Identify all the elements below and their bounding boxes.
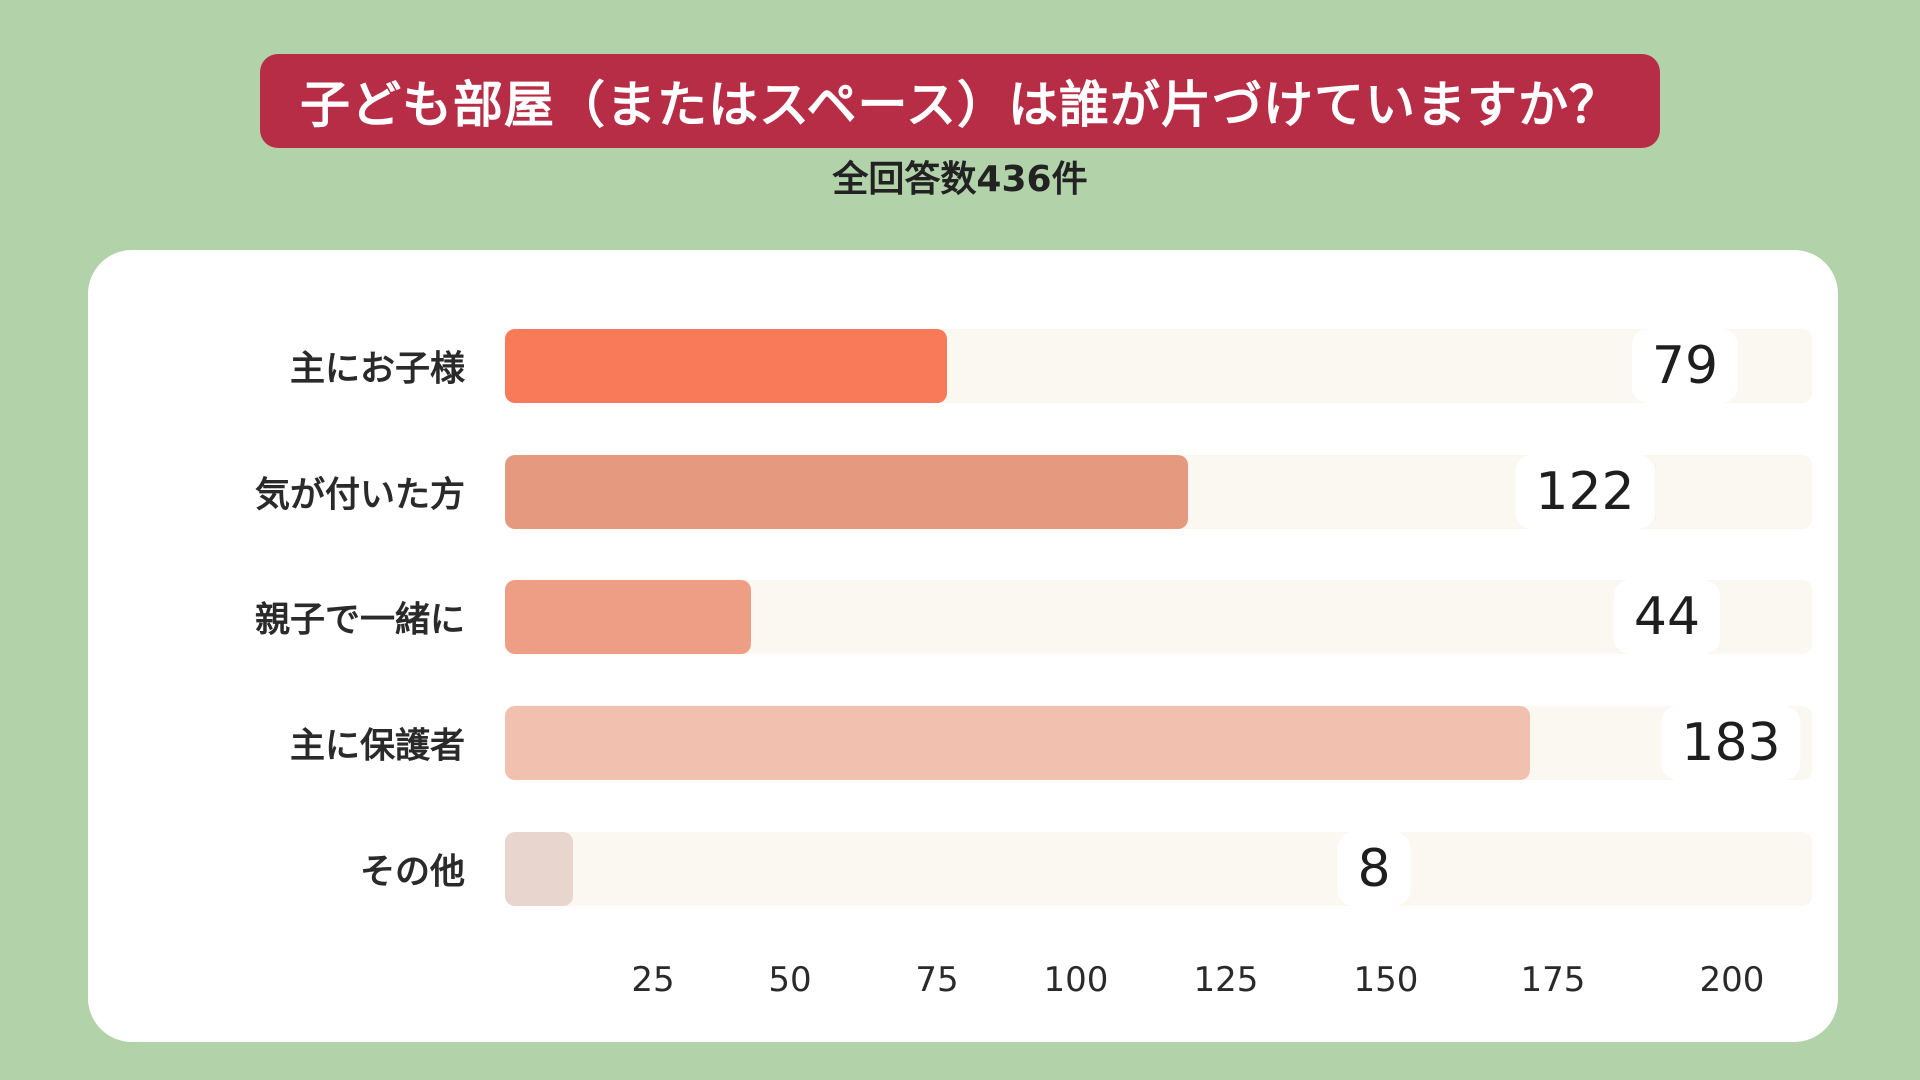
x-tick-label: 200 — [1699, 960, 1765, 1000]
bar-track — [505, 832, 1812, 906]
title-banner: 子ども部屋（またはスペース）は誰が片づけていますか？ — [260, 54, 1660, 148]
bar — [505, 832, 573, 906]
category-label: 主に保護者 — [289, 726, 465, 767]
category-label: 気が付いた方 — [254, 475, 465, 516]
x-tick-label: 125 — [1193, 960, 1259, 1000]
category-label: 主にお子様 — [289, 349, 465, 390]
category-label: 親子で一緒に — [254, 600, 465, 641]
value-label: 79 — [1631, 329, 1739, 403]
x-tick-label: 175 — [1520, 960, 1586, 1000]
bar — [505, 329, 948, 403]
value-label: 183 — [1661, 706, 1801, 780]
value-label: 44 — [1613, 580, 1721, 654]
x-tick-label: 50 — [768, 960, 812, 1000]
bar — [505, 455, 1189, 529]
x-tick-label: 75 — [915, 960, 959, 1000]
bar — [505, 580, 752, 654]
value-label: 8 — [1337, 832, 1411, 906]
chart-subtitle: 全回答数436件 — [832, 159, 1088, 200]
chart-title: 子ども部屋（またはスペース）は誰が片づけていますか？ — [300, 76, 1620, 134]
bar — [505, 706, 1530, 780]
x-tick-label: 25 — [631, 960, 675, 1000]
x-tick-label: 150 — [1353, 960, 1419, 1000]
category-label: その他 — [359, 852, 465, 893]
value-label: 122 — [1515, 455, 1655, 529]
x-tick-label: 100 — [1043, 960, 1109, 1000]
